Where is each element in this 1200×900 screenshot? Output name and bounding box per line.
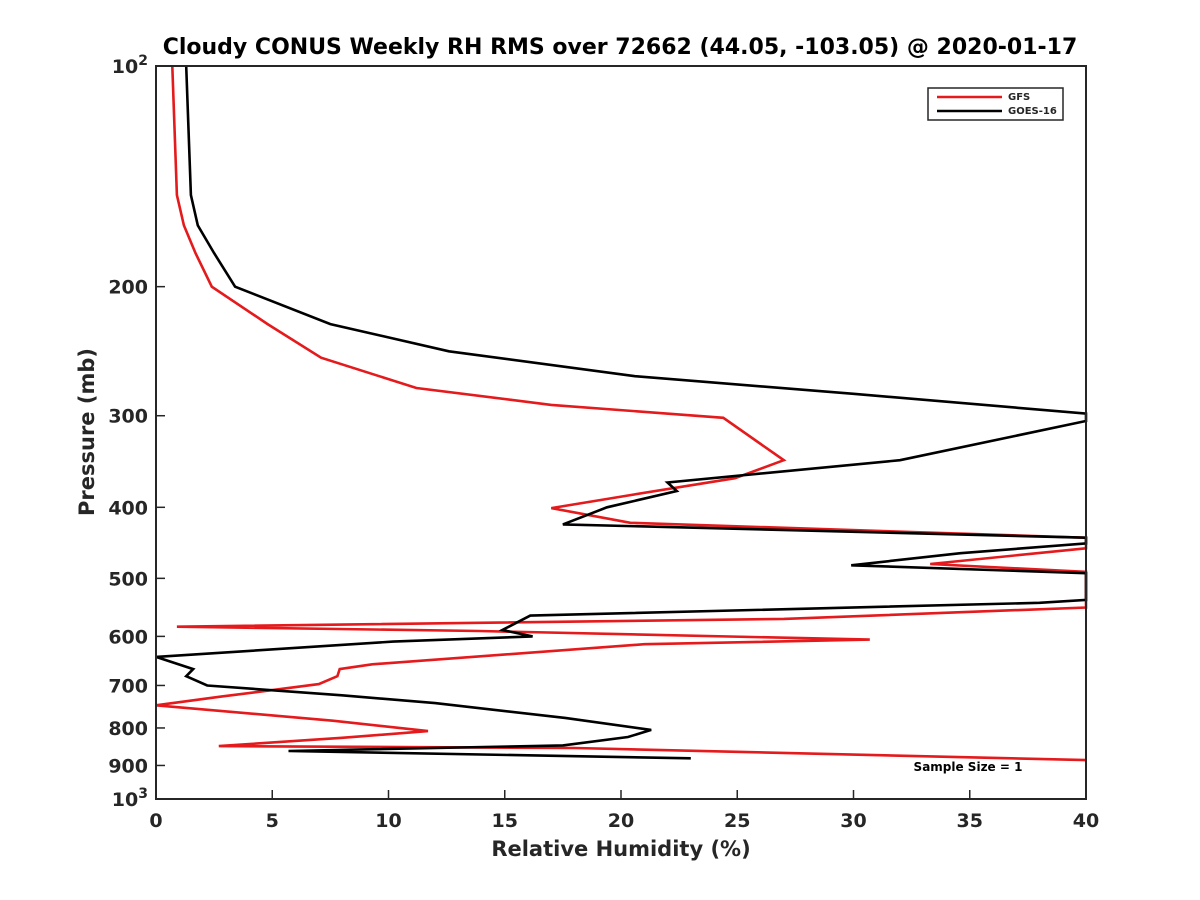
y-tick-label: 700 xyxy=(108,675,148,697)
y-axis-label: Pressure (mb) xyxy=(75,348,99,516)
x-axis: 0 5 10 15 20 25 30 35 40 xyxy=(149,790,1099,832)
legend: GFS GOES-16 xyxy=(927,87,1064,121)
x-tick-label: 15 xyxy=(492,810,518,832)
y-tick-label: 200 xyxy=(108,277,148,299)
legend-label-gfs: GFS xyxy=(1008,92,1030,103)
x-tick-label: 5 xyxy=(266,810,279,832)
x-tick-label: 20 xyxy=(608,810,634,832)
series-line-gfs xyxy=(155,65,1088,762)
plot-frame xyxy=(155,65,1087,800)
x-axis-label: Relative Humidity (%) xyxy=(491,837,750,861)
y-tick-label: 500 xyxy=(108,568,148,590)
sample-size-annotation: Sample Size = 1 xyxy=(914,760,1023,774)
x-tick-label: 25 xyxy=(724,810,750,832)
y-tick-label: 400 xyxy=(108,497,148,519)
legend-box xyxy=(927,87,1064,121)
y-axis: 102 200 300 400 500 600 700 800 900 103 xyxy=(108,53,165,811)
y-tick-label: 103 xyxy=(112,786,148,811)
chart-title: Cloudy CONUS Weekly RH RMS over 72662 (4… xyxy=(163,35,1078,60)
series-line-goes16 xyxy=(155,65,1088,760)
x-tick-label: 30 xyxy=(840,810,866,832)
y-tick-label: 800 xyxy=(108,718,148,740)
x-tick-label: 40 xyxy=(1073,810,1099,832)
x-tick-label: 10 xyxy=(375,810,401,832)
x-tick-label: 0 xyxy=(149,810,162,832)
y-tick-label: 300 xyxy=(108,406,148,428)
y-tick-label: 102 xyxy=(112,53,148,78)
series-layer xyxy=(155,65,1088,762)
x-tick-label: 35 xyxy=(957,810,983,832)
legend-label-goes16: GOES-16 xyxy=(1008,106,1057,117)
y-tick-label: 600 xyxy=(108,626,148,648)
y-tick-label: 900 xyxy=(108,755,148,777)
